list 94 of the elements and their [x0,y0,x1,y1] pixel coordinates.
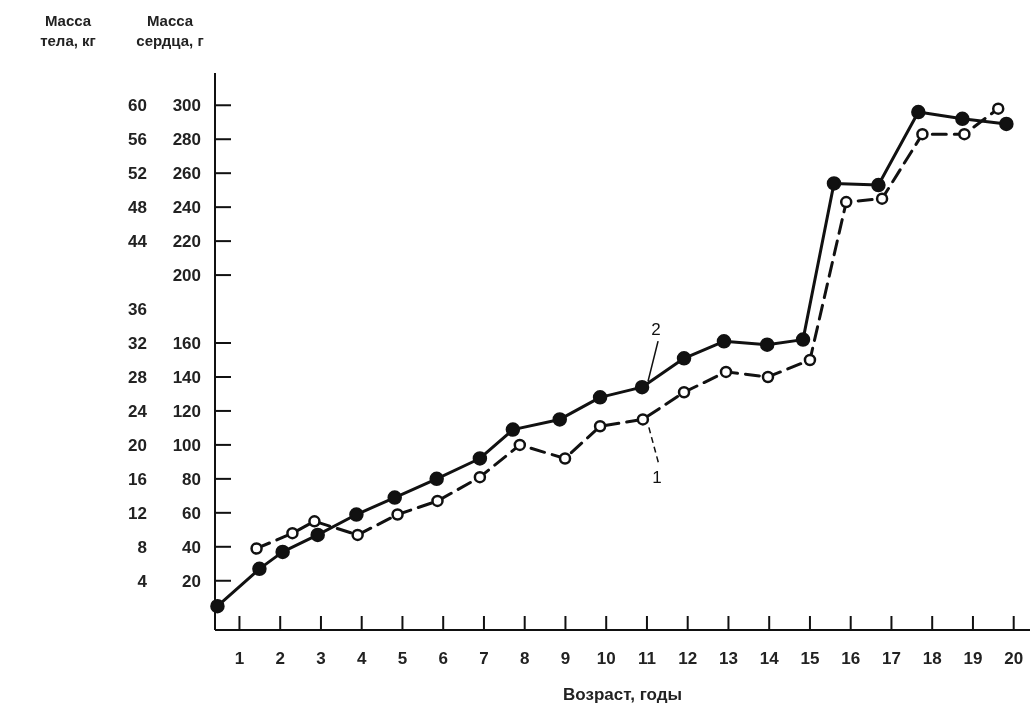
point [911,104,926,120]
x-tick-label: 8 [519,649,530,668]
y-tick-label: 200 [172,266,201,286]
x-tick-label: 7 [479,649,489,668]
point [634,379,650,395]
x-tick-label: 9 [560,649,571,668]
y-tick-label: 260 [172,164,201,184]
y2-tick-label: 28 [128,367,147,387]
x-axis-title: Возраст, годы [563,685,682,704]
y-tick-label: 240 [172,198,201,218]
x-tick-label: 1 [234,649,245,668]
y2-tick-label: 16 [128,469,147,489]
point [795,332,811,347]
x-tick-label: 15 [800,649,820,668]
x-tick-label: 2 [275,649,285,668]
x-tick-label: 3 [316,649,326,668]
x-tick-label: 14 [759,649,780,668]
x-tick-label: 18 [922,649,942,668]
point [875,192,889,205]
y-tick-label: 80 [182,469,201,489]
point [349,507,364,522]
point [431,494,444,508]
point [552,412,567,427]
point [803,353,817,367]
point [505,422,521,437]
point [955,111,970,127]
point [716,334,732,349]
point [351,528,364,542]
x-tick-label: 6 [438,649,448,668]
point [999,116,1014,132]
y2-tick-label: 24 [128,401,148,421]
y2-tick-label: 12 [128,503,147,523]
point [759,337,775,352]
y-tick-label: 140 [172,367,201,387]
point [558,452,572,465]
y-tick-label: 120 [172,401,201,421]
y-tick-label: 280 [172,130,201,150]
x-tick-label: 19 [963,649,983,668]
y-tick-label: 300 [172,96,201,116]
point [958,127,971,141]
y-tick-label: 100 [172,435,201,455]
x-tick-label: 11 [637,649,656,668]
point [286,526,299,540]
y2-tick-label: 48 [128,198,147,218]
series-label: 2 [651,320,661,340]
x-tick-label: 13 [718,649,738,668]
x-tick-label: 10 [596,649,616,668]
point [991,102,1005,115]
point [839,195,853,209]
y2-tick-label: 4 [137,571,148,591]
point [677,386,691,399]
point [472,451,488,466]
point [308,515,321,528]
y-axis-title: Масса сердца, г [136,12,204,49]
x-tick-label: 5 [397,649,408,668]
y2-tick-label: 20 [128,435,147,455]
point [513,438,527,452]
point [310,527,325,543]
y-tick-label: 60 [182,503,201,523]
y2-axis-title: Масса тела, кг [40,12,96,49]
x-tick-label: 4 [356,649,367,668]
point [592,390,608,405]
y-tick-label: 160 [172,333,201,353]
point [473,470,487,484]
point [761,370,775,384]
point [676,351,692,366]
legend-label: 1 [652,468,662,488]
point [429,471,444,487]
y2-tick-label: 32 [128,333,147,353]
y-tick-label: 20 [182,571,201,591]
point [826,176,842,191]
point [391,508,404,521]
point [252,561,267,577]
y2-tick-label: 44 [128,232,148,252]
y2-tick-label: 60 [128,96,147,116]
y2-tick-label: 52 [128,164,147,184]
x-tick-label: 16 [841,649,861,668]
point [593,419,607,433]
y2-tick-label: 8 [137,537,147,557]
y-tick-label: 40 [182,537,201,557]
point [916,127,929,141]
point [250,542,263,555]
point [210,598,225,614]
point [275,544,290,560]
point [387,490,402,505]
y2-tick-label: 36 [128,300,147,319]
point [719,365,733,379]
y2-tick-label: 56 [128,130,147,150]
point [871,177,886,193]
x-tick-label: 20 [1004,649,1024,668]
x-tick-label: 12 [678,649,698,668]
point [636,413,650,426]
x-tick-label: 17 [881,649,901,668]
y-tick-label: 220 [172,232,201,252]
